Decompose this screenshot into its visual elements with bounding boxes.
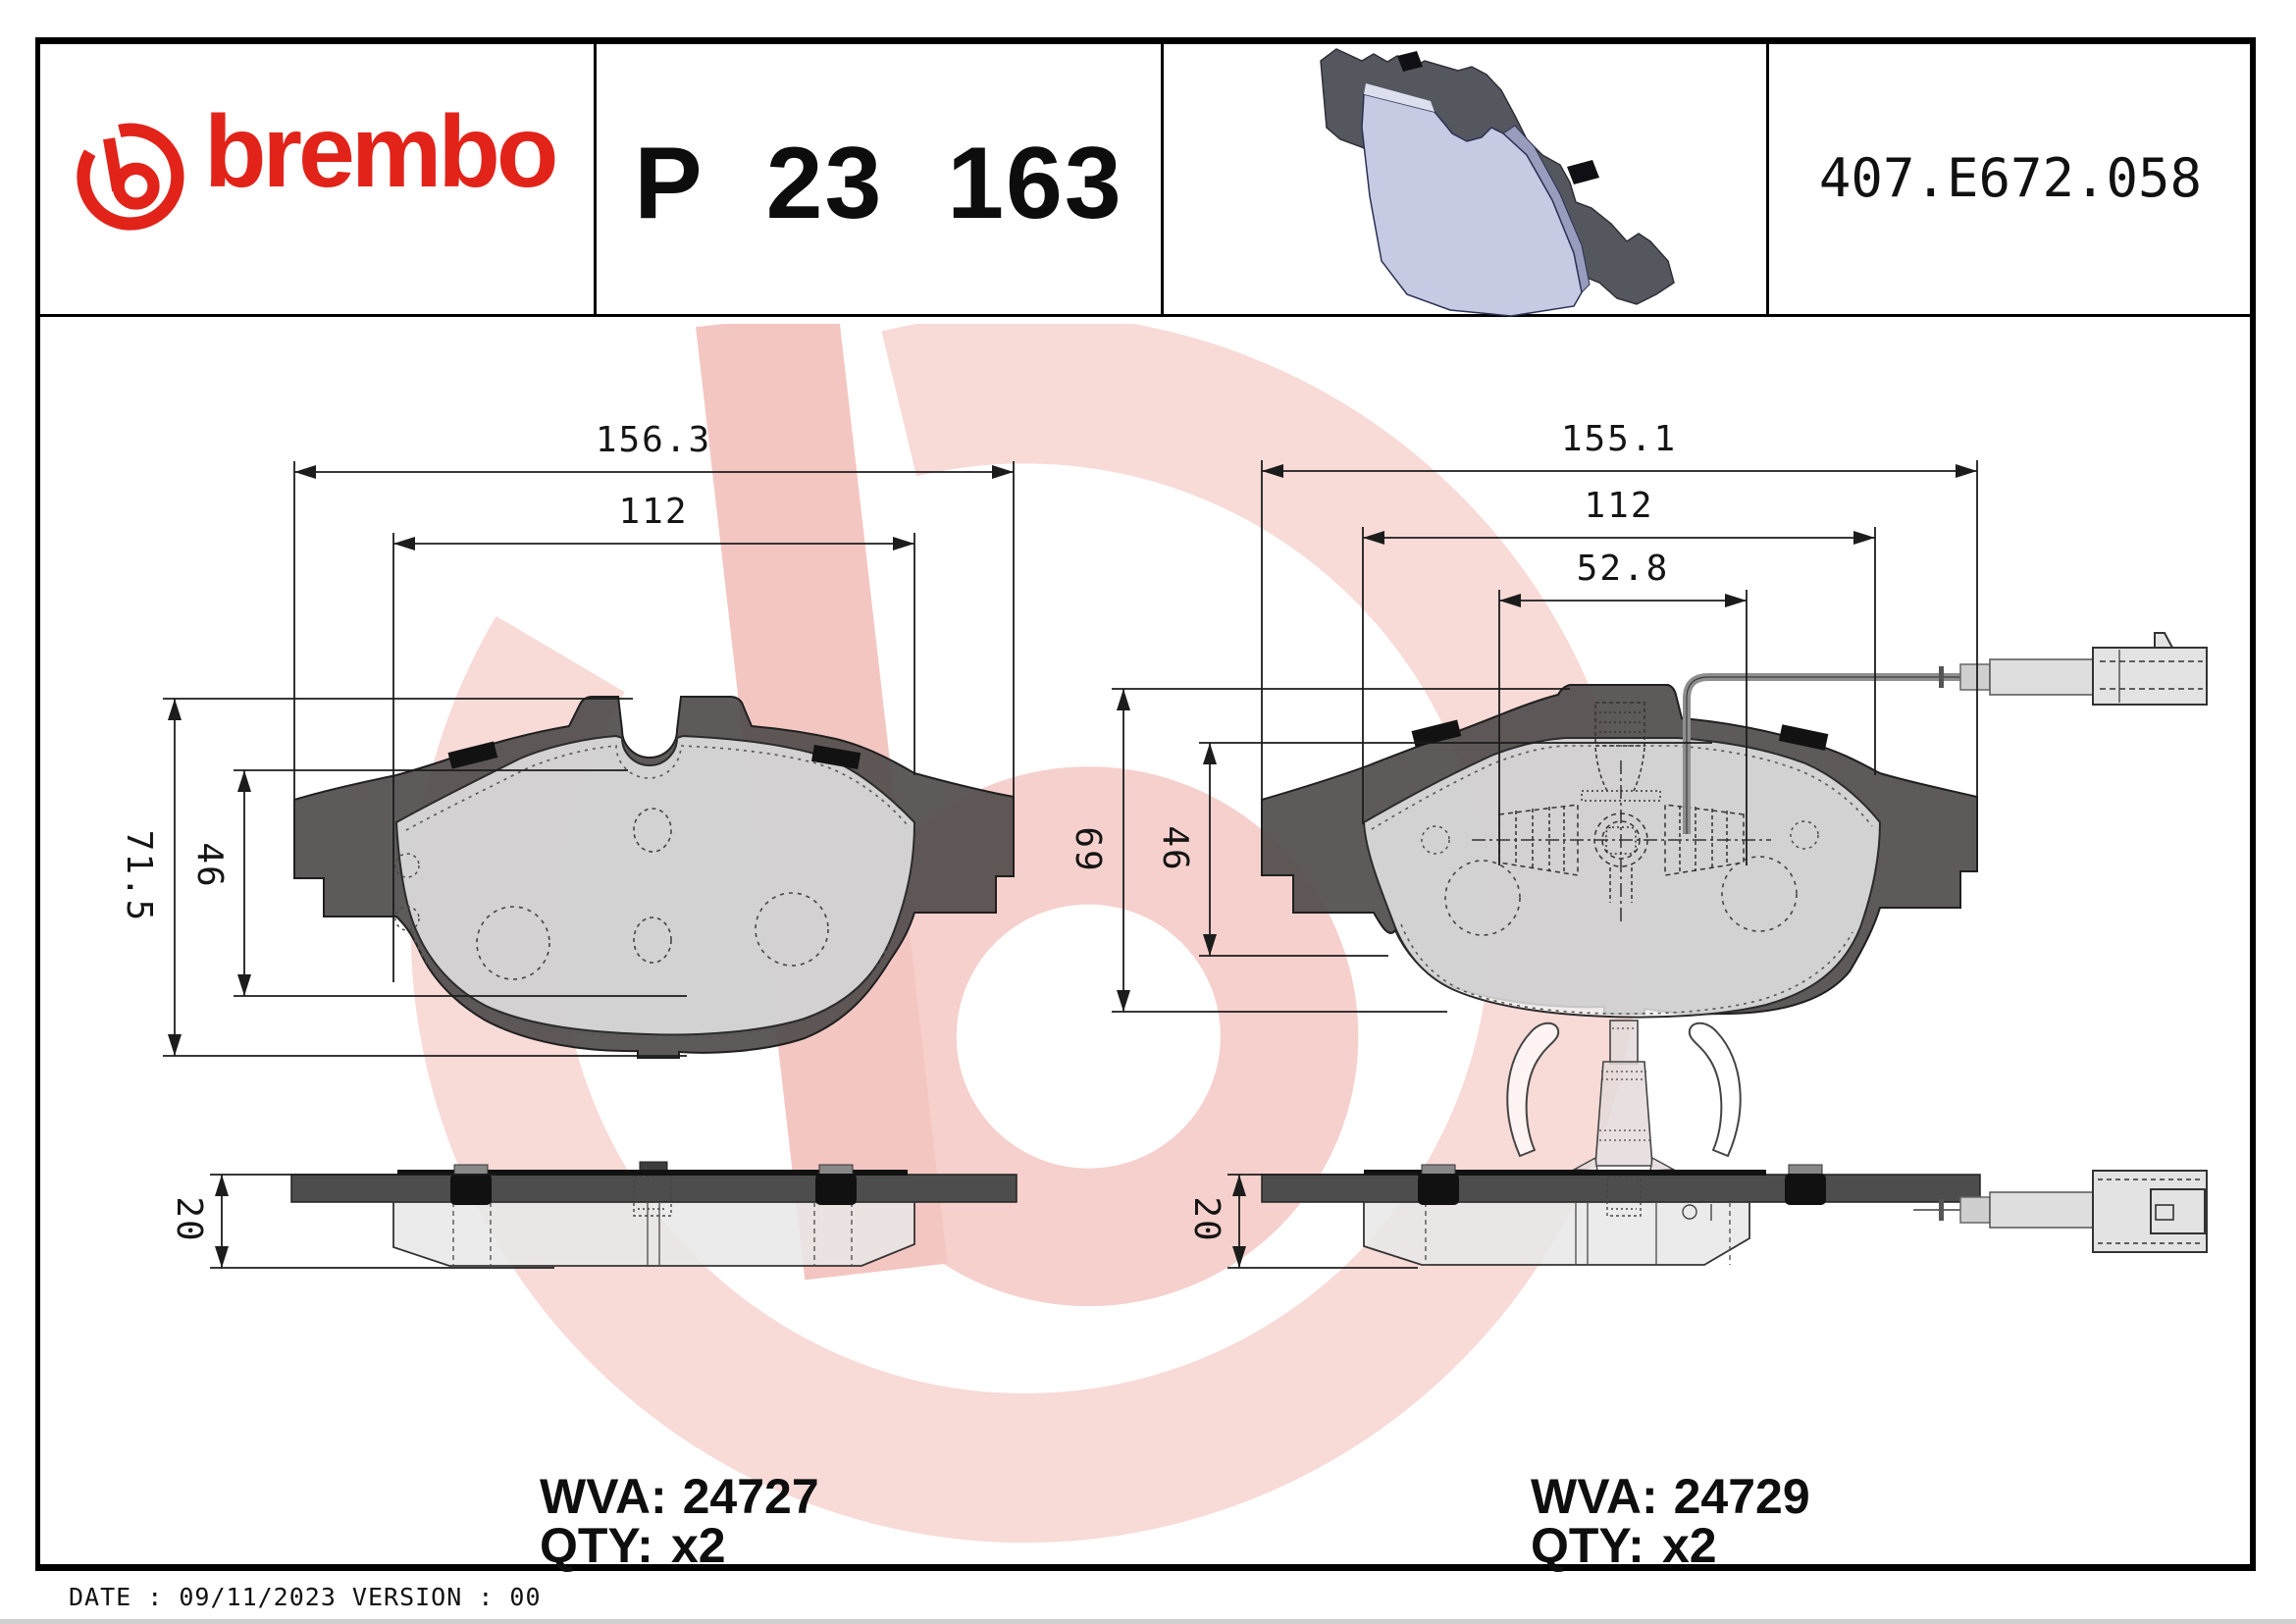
product-photo-3d-pad	[1320, 48, 1675, 317]
page-bottom-edge	[0, 1619, 2296, 1624]
dim-left-thickness: 20	[169, 1196, 209, 1242]
right-side-section-lines	[1425, 1202, 1731, 1265]
left-dimension-arrows	[168, 465, 1014, 1268]
left-friction-material	[394, 734, 916, 1036]
connector-latch-tab	[2154, 632, 2174, 649]
left-side-shim-strip	[397, 1170, 908, 1176]
dim-left-overall-width: 156.3	[596, 420, 711, 460]
left-pad-side-view	[290, 1161, 1018, 1267]
wear-sensor-wire-top	[1683, 632, 2208, 834]
dim-right-friction-height: 46	[1155, 825, 1195, 871]
right-top-clip-left	[1411, 719, 1462, 748]
left-side-pins	[450, 1164, 857, 1217]
right-wear-sensor-detail	[1472, 702, 1771, 922]
left-friction-bottom-dotted-line	[411, 931, 889, 1039]
right-friction-bottom-dotted-line	[1400, 923, 1853, 1015]
right-hole-small-left	[1421, 825, 1450, 855]
left-side-section-lines	[452, 1202, 853, 1266]
photo-friction-face	[1361, 93, 1583, 317]
right-friction-material	[1362, 737, 1882, 1019]
right-side-friction	[1363, 1201, 1750, 1266]
left-hole-small-upper	[394, 853, 420, 878]
page-border	[0, 37, 2296, 1624]
photo-clip-1	[1397, 51, 1423, 72]
dim-right-friction-width: 112	[1584, 486, 1653, 526]
left-hole-large-right	[755, 892, 829, 967]
right-hole-large-left	[1444, 860, 1521, 936]
right-friction-top-dotted-line	[1371, 745, 1873, 830]
photo-top-bevel	[1364, 83, 1435, 112]
left-hole-bottom-center	[633, 917, 672, 964]
left-top-clip-left	[447, 741, 498, 769]
right-pad-front-view	[1261, 632, 2208, 1019]
dim-right-sensor-span: 52.8	[1577, 549, 1670, 589]
dim-right-thickness: 20	[1186, 1196, 1226, 1242]
header-divider-3	[1766, 37, 1769, 317]
dim-right-overall-width: 155.1	[1561, 419, 1677, 459]
right-hole-small-right	[1790, 820, 1819, 850]
left-hole-large-left	[476, 906, 550, 980]
right-side-shim-strip	[1364, 1170, 1766, 1176]
brembo-logo-icon	[77, 123, 184, 231]
right-side-pins	[1418, 1164, 1826, 1217]
left-top-clip-right	[810, 744, 861, 770]
right-pad-side-view	[1261, 1020, 2208, 1266]
spring-clip	[1506, 1020, 1742, 1172]
header-divider-2	[1161, 37, 1164, 317]
photo-clip-2	[1567, 160, 1599, 184]
right-dimension-arrows	[1117, 464, 1977, 1268]
dim-left-friction-width: 112	[618, 492, 688, 532]
left-hole-small-lower	[394, 906, 420, 931]
dim-left-overall-height: 71.5	[119, 830, 159, 923]
left-side-backing-bar	[290, 1174, 1018, 1203]
right-hole-large-right	[1721, 856, 1798, 932]
dim-left-friction-height: 46	[189, 842, 230, 888]
header-divider-1	[594, 37, 597, 317]
sensor-connector-top	[2092, 647, 2208, 706]
right-side-backing-bar	[1261, 1174, 1981, 1203]
left-hole-top-center	[633, 808, 672, 853]
header-separator	[35, 314, 2255, 317]
right-dimension-lines	[1112, 460, 1978, 1269]
dim-right-overall-height: 69	[1068, 826, 1108, 872]
wear-sensor-wire-side	[1913, 1170, 2208, 1253]
right-top-clip-right	[1778, 724, 1829, 751]
left-pad-front-view	[293, 696, 1015, 1059]
left-side-friction	[392, 1201, 915, 1267]
